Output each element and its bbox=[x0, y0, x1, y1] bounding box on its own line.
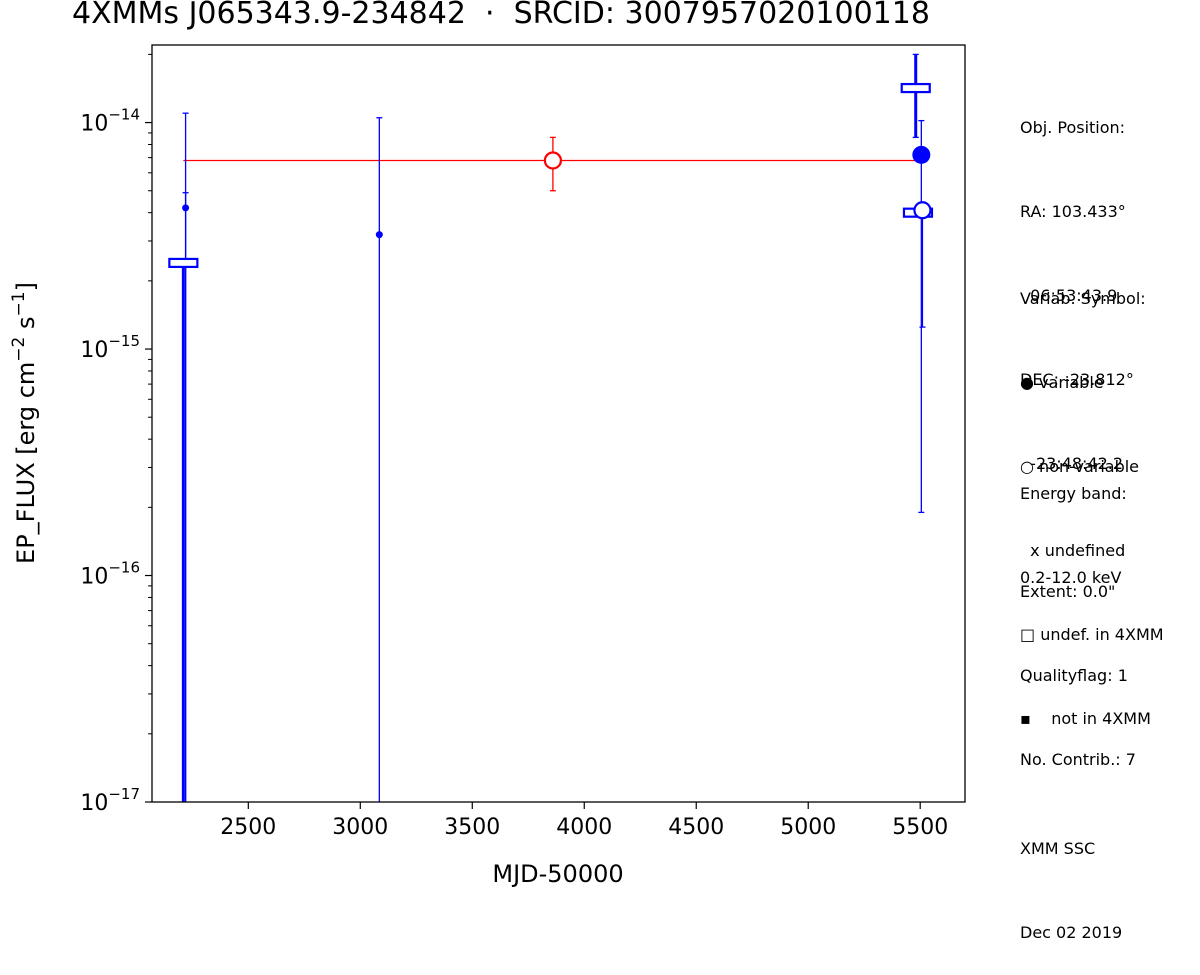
x-tick-label: 5000 bbox=[780, 815, 836, 840]
legend-label: undef. in 4XMM bbox=[1035, 625, 1164, 644]
legend-entry-variable: ● variable bbox=[1020, 369, 1164, 397]
plot-marks bbox=[168, 53, 934, 802]
x-tick-label: 2500 bbox=[220, 815, 276, 840]
open-square-icon: □ bbox=[1020, 625, 1036, 644]
y-axis-label-mid: s bbox=[12, 316, 40, 336]
data-point-filled bbox=[912, 145, 931, 164]
y-tick-base: 10 bbox=[80, 112, 108, 137]
energy-line: 0.2-12.0 keV bbox=[1020, 568, 1122, 587]
info-line: Qualityflag: 1 bbox=[1020, 666, 1128, 685]
x-tick-label: 4500 bbox=[668, 815, 724, 840]
object-position-block: Obj. Position: RA: 103.433° 06:53:43.9 D… bbox=[1020, 58, 1134, 506]
footer-line: Dec 02 2019 bbox=[1020, 923, 1123, 942]
energy-line: Energy band: bbox=[1020, 484, 1127, 503]
x-axis-ticks: 2500 3000 3500 4000 4500 5000 5500 bbox=[220, 802, 948, 840]
y-tick-label: 10−17 bbox=[80, 785, 140, 816]
data-point-square bbox=[900, 82, 931, 94]
data-point-open bbox=[913, 201, 932, 220]
y-tick-base: 10 bbox=[80, 565, 108, 590]
y-tick-exponent: −17 bbox=[108, 785, 140, 803]
x-tick-label: 3500 bbox=[444, 815, 500, 840]
position-line: Obj. Position: bbox=[1020, 118, 1126, 137]
info-line: Extent: 0.0" bbox=[1020, 582, 1116, 601]
x-axis-label: MJD-50000 bbox=[492, 860, 623, 888]
position-line: 06:53:43.9 bbox=[1020, 286, 1118, 305]
chart-title: 4XMMs J065343.9-234842 · SRCID: 30079570… bbox=[72, 0, 930, 31]
legend-label: x undefined bbox=[1020, 541, 1126, 560]
legend-label: non-variable bbox=[1033, 457, 1140, 476]
y-tick-exponent: −16 bbox=[108, 559, 140, 577]
x-tick-label: 4000 bbox=[556, 815, 612, 840]
legend-entry-undef-4xmm: □ undef. in 4XMM bbox=[1020, 621, 1164, 649]
y-tick-label: 10−16 bbox=[80, 559, 140, 590]
y-axis-label: EP_FLUX [erg cm−2 s−1] bbox=[9, 282, 40, 564]
y-axis-label-sup2: −1 bbox=[9, 291, 29, 316]
legend-entry-not-in-4xmm: ▪ not in 4XMM bbox=[1020, 705, 1164, 733]
light-curve-chart: 2500 3000 3500 4000 4500 5000 5500 10−1710−161… bbox=[9, 44, 966, 888]
info-line: No. Contrib.: 7 bbox=[1020, 750, 1136, 769]
legend-label: variable bbox=[1033, 373, 1104, 392]
y-tick-base: 10 bbox=[80, 338, 108, 363]
legend-title: Variab. Symbol: bbox=[1020, 289, 1146, 308]
footer-line: XMM SSC bbox=[1020, 839, 1096, 858]
position-line: DEC: -23.812° bbox=[1020, 370, 1134, 389]
position-line: -23:48:42.2 bbox=[1020, 454, 1124, 473]
x-tick-label: 3000 bbox=[332, 815, 388, 840]
footer-block: XMM SSC Dec 02 2019 bbox=[1020, 779, 1122, 975]
y-axis-label-main: EP_FLUX [erg cm bbox=[12, 362, 40, 564]
legend-entry-undefined: x undefined bbox=[1020, 537, 1164, 565]
y-tick-label: 10−14 bbox=[80, 106, 140, 137]
open-circle-icon: ○ bbox=[1020, 457, 1034, 476]
variability-legend: Variab. Symbol: ● variable ○ non-variabl… bbox=[1020, 229, 1164, 761]
y-tick-exponent: −15 bbox=[108, 332, 140, 350]
y-tick-label: 10−15 bbox=[80, 332, 140, 363]
y-tick-exponent: −14 bbox=[108, 106, 140, 124]
x-tick-label: 5500 bbox=[892, 815, 948, 840]
legend-entry-non-variable: ○ non-variable bbox=[1020, 453, 1164, 481]
filled-circle-icon: ● bbox=[1020, 373, 1034, 392]
data-point-dot bbox=[375, 231, 383, 239]
source-info-block: Extent: 0.0" Qualityflag: 1 No. Contrib.… bbox=[1020, 522, 1136, 802]
energy-band-block: Energy band: 0.2-12.0 keV bbox=[1020, 424, 1127, 620]
y-tick-base: 10 bbox=[80, 791, 108, 816]
y-axis-label-sup1: −2 bbox=[9, 337, 29, 362]
small-square-icon: ▪ bbox=[1020, 709, 1031, 728]
legend-label: not in 4XMM bbox=[1030, 709, 1151, 728]
data-point-open bbox=[543, 151, 563, 170]
data-point-square bbox=[168, 257, 199, 269]
y-axis-label-end: ] bbox=[12, 282, 40, 291]
plot-frame bbox=[151, 44, 966, 803]
position-line: RA: 103.433° bbox=[1020, 202, 1126, 221]
